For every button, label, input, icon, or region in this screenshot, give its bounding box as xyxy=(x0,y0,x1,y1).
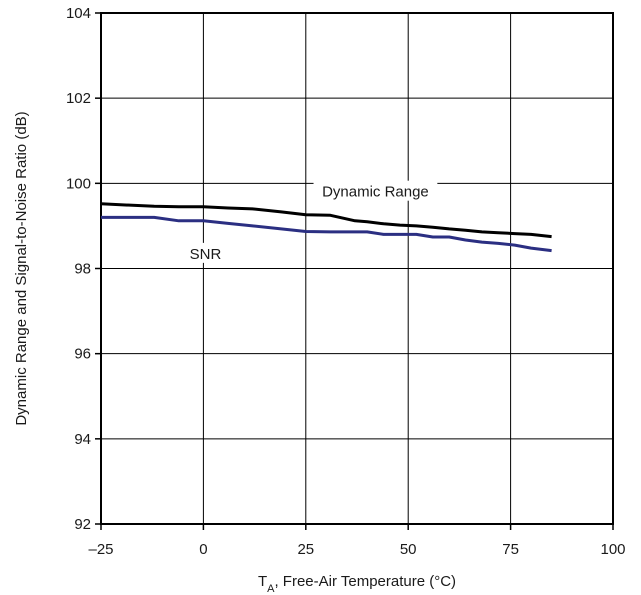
y-tick-label: 96 xyxy=(74,346,91,363)
x-tick-label: 25 xyxy=(297,541,314,558)
x-tick-label: 75 xyxy=(502,541,519,558)
annotation-label: SNR xyxy=(190,246,222,263)
annotations: Dynamic Range SNR xyxy=(186,180,438,263)
annotation-label: Dynamic Range xyxy=(322,184,429,201)
y-tick-label: 92 xyxy=(74,516,91,533)
x-axis-label: TA, Free-Air Temperature (°C) xyxy=(258,573,456,595)
y-axis-label: Dynamic Range and Signal-to-Noise Ratio … xyxy=(13,111,30,425)
y-tick-label: 94 xyxy=(74,431,91,448)
y-tick-label: 102 xyxy=(66,90,91,107)
x-tick-label: –25 xyxy=(88,541,113,558)
y-tick-label: 100 xyxy=(66,175,91,192)
x-tick-labels: –25 0 25 50 75 100 xyxy=(88,524,626,558)
y-tick-label: 104 xyxy=(66,5,91,22)
y-tick-labels: 92 94 96 98 100 102 104 xyxy=(66,5,101,533)
x-tick-label: 0 xyxy=(199,541,207,558)
annotation-background xyxy=(186,242,225,263)
series-line-snr xyxy=(101,215,552,253)
annotation-background xyxy=(313,180,438,201)
x-tick-label: 50 xyxy=(400,541,417,558)
y-tick-label: 98 xyxy=(74,261,91,278)
series-group xyxy=(100,202,552,253)
x-tick-label: 100 xyxy=(600,541,625,558)
grid xyxy=(101,13,613,524)
series-line-dynamic-range xyxy=(100,202,552,239)
